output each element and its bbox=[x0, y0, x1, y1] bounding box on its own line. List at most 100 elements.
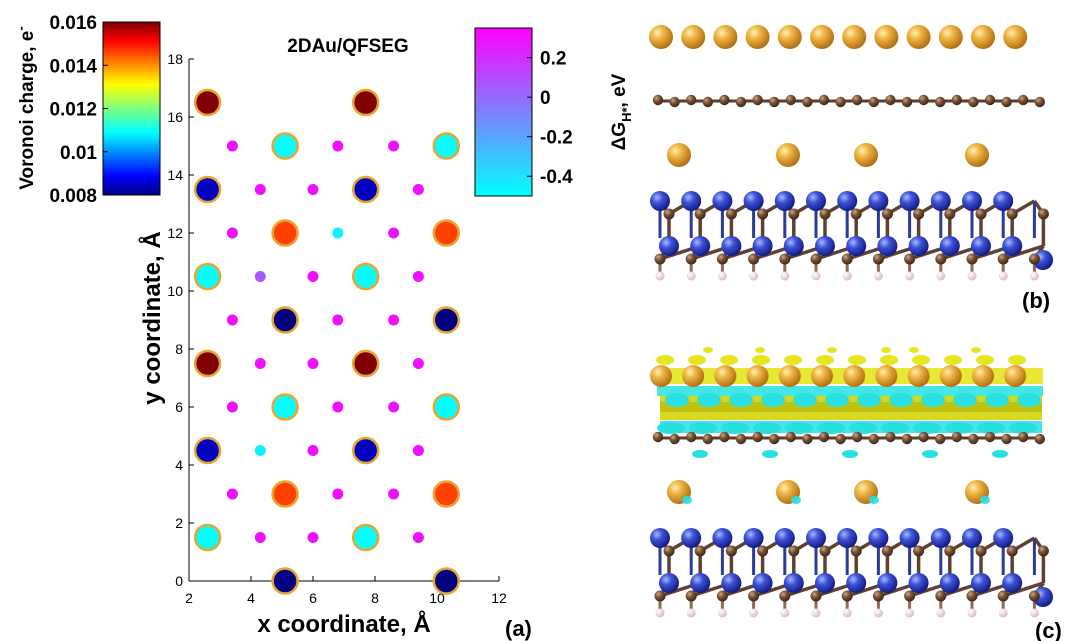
c-atom bbox=[872, 253, 884, 265]
si-atom bbox=[774, 528, 795, 548]
au-site-point bbox=[432, 567, 461, 595]
si-atom bbox=[815, 236, 835, 256]
c-atom bbox=[1018, 94, 1029, 106]
h-site-point bbox=[226, 227, 238, 239]
c-atom bbox=[904, 590, 916, 602]
si-atom bbox=[650, 191, 670, 211]
c-atom bbox=[1006, 545, 1018, 557]
c-atom bbox=[757, 208, 769, 220]
c-atom bbox=[1037, 208, 1049, 220]
isosurface-lobe bbox=[880, 355, 898, 365]
isosurface-lobe bbox=[682, 496, 692, 504]
si-atom bbox=[712, 191, 733, 211]
h-atom bbox=[717, 608, 727, 618]
c-atom bbox=[872, 590, 884, 602]
au-atom bbox=[854, 143, 878, 167]
isosurface-lobe bbox=[656, 355, 674, 365]
h-site-point bbox=[254, 271, 266, 282]
au-site-point bbox=[351, 262, 380, 291]
au-atom bbox=[713, 25, 738, 49]
si-atom bbox=[846, 236, 867, 256]
isosurface-lobe bbox=[971, 347, 981, 353]
voronoi-colorbar-ticks: 0.016 0.014 0.012 0.01 0.008 bbox=[49, 13, 108, 207]
isosurface-lobe bbox=[921, 393, 945, 407]
c-atom bbox=[951, 94, 962, 106]
au-site-point bbox=[193, 436, 222, 465]
si-atom bbox=[971, 573, 991, 593]
si-atom bbox=[712, 528, 733, 548]
c-atom bbox=[913, 208, 925, 220]
x-axis-ticks: 2 4 6 8 10 12 bbox=[185, 576, 507, 606]
isosurface-lobe bbox=[945, 422, 973, 434]
isosurface-lobe bbox=[692, 450, 708, 458]
c-atom bbox=[1001, 433, 1012, 445]
c-atom bbox=[694, 208, 706, 220]
au-atom bbox=[938, 25, 963, 49]
h-site-point bbox=[412, 184, 424, 195]
c-atom bbox=[663, 208, 675, 220]
si-atom bbox=[721, 573, 742, 593]
au-atom bbox=[811, 365, 833, 387]
c-atom bbox=[984, 431, 996, 443]
h-site-point bbox=[307, 271, 319, 282]
c-atom bbox=[1006, 208, 1018, 220]
h-site-point bbox=[254, 532, 266, 543]
au-site-point bbox=[193, 262, 222, 291]
c-atom bbox=[868, 96, 879, 108]
isosurface-lobe bbox=[755, 347, 765, 353]
au-site-point bbox=[193, 349, 222, 378]
si-atom bbox=[930, 528, 951, 548]
au-site-point bbox=[271, 393, 299, 421]
h-site-point bbox=[226, 140, 238, 152]
isosurface-lobe bbox=[992, 450, 1008, 458]
si-atom bbox=[868, 191, 889, 211]
c-atom bbox=[752, 94, 763, 106]
au-atom bbox=[971, 25, 995, 49]
x-tick-label: 12 bbox=[491, 590, 507, 606]
y-tick-label: 6 bbox=[175, 399, 183, 415]
c-atom bbox=[788, 545, 800, 557]
isosurface-lobe bbox=[944, 355, 962, 365]
h-atom bbox=[873, 271, 883, 281]
si-atom bbox=[868, 528, 889, 548]
c-atom bbox=[852, 431, 863, 443]
c-atom bbox=[716, 253, 728, 265]
c-atom bbox=[881, 208, 893, 220]
isosurface-lobe bbox=[784, 355, 802, 365]
c-atom bbox=[841, 253, 853, 265]
voronoi-colorbar-label: Voronoi charge, e- bbox=[13, 26, 38, 189]
au-atom bbox=[965, 143, 989, 167]
panel-label-a: (a) bbox=[505, 616, 532, 641]
au-atom bbox=[907, 365, 930, 387]
h-atom bbox=[998, 271, 1008, 281]
h-site-point bbox=[388, 314, 400, 326]
si-atom bbox=[681, 528, 702, 548]
au-site-point bbox=[432, 306, 461, 334]
isosurface-lobe bbox=[869, 496, 879, 504]
c-atom bbox=[735, 433, 747, 445]
si-atom bbox=[1002, 236, 1023, 256]
deltag-colorbar-gradient bbox=[474, 27, 533, 197]
voronoi-colorbar-tick-label: 0.008 bbox=[49, 186, 97, 207]
y-tick-label: 18 bbox=[167, 51, 183, 67]
h-site-point bbox=[254, 184, 266, 195]
x-tick-label: 2 bbox=[185, 590, 193, 606]
isosurface-lobe bbox=[729, 393, 753, 407]
h-atom bbox=[998, 608, 1008, 618]
h-site-point bbox=[332, 314, 344, 326]
c-atom bbox=[685, 590, 697, 602]
h-site-point bbox=[254, 445, 266, 456]
isosurface-lobe bbox=[721, 422, 749, 434]
c-atom bbox=[663, 545, 675, 557]
c-atom bbox=[735, 96, 747, 108]
deltag-colorbar-tick-label: 0 bbox=[540, 88, 551, 109]
isosurface-lobe bbox=[688, 355, 706, 365]
voronoi-colorbar-tick-label: 0.01 bbox=[60, 143, 97, 164]
y-tick-label: 16 bbox=[167, 109, 183, 125]
c-atom bbox=[935, 96, 946, 108]
isosurface-lobe bbox=[817, 422, 845, 434]
c-atom bbox=[885, 94, 896, 106]
y-tick-label: 2 bbox=[175, 515, 183, 531]
c-atom bbox=[901, 433, 913, 445]
